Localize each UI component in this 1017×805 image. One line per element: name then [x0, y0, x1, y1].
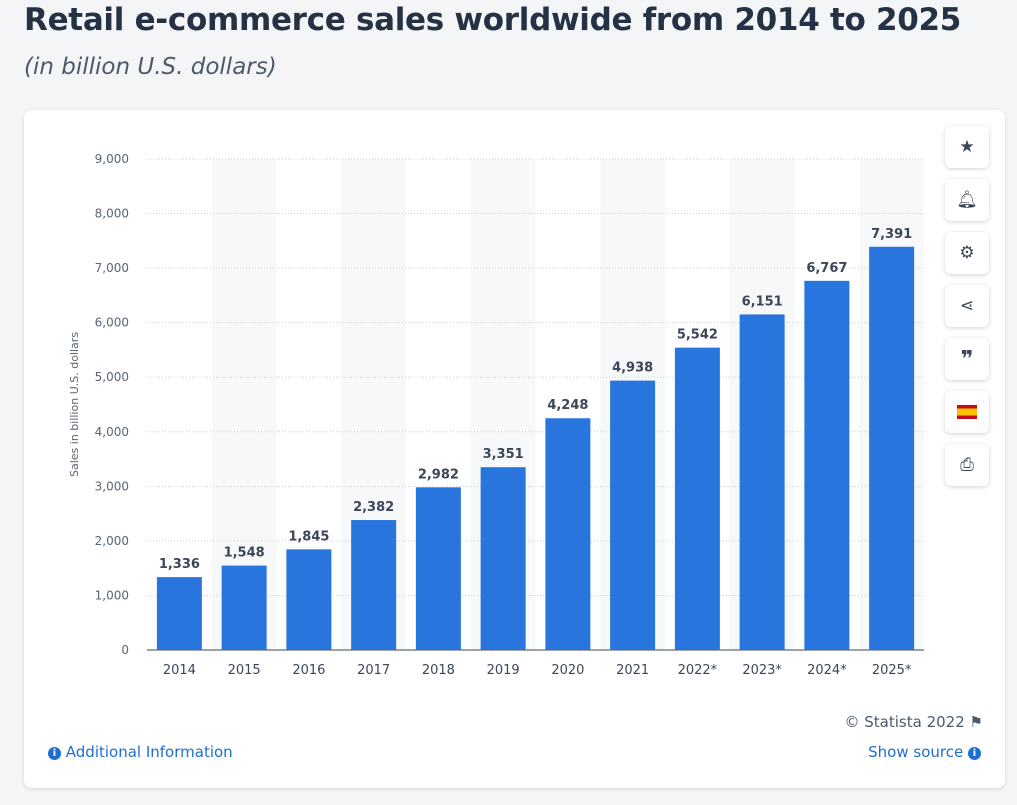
x-tick-label: 2018: [422, 663, 455, 678]
data-label: 2,982: [418, 467, 459, 482]
y-tick-label: 2,000: [95, 534, 129, 548]
bar-2022*: [674, 347, 720, 650]
quote-icon[interactable]: ❞: [945, 338, 989, 380]
gear-icon[interactable]: ⚙: [945, 232, 989, 274]
x-tick-label: 2017: [357, 663, 390, 678]
bar-2019: [480, 467, 526, 650]
x-tick-label: 2019: [487, 663, 520, 678]
bar-chart: 0 1,000 2,000 3,000 4,000 5,000 6,000 7,000 8,00…: [68, 152, 924, 678]
y-tick-label: 4,000: [95, 425, 129, 439]
credit-text: © Statista 2022: [844, 713, 965, 731]
copyright[interactable]: © Statista 2022 ⚑: [845, 713, 983, 731]
x-tick-label: 2022*: [678, 663, 718, 678]
data-label: 1,336: [159, 557, 200, 572]
y-tick-label: 8,000: [95, 207, 129, 221]
y-tick-label: 1,000: [95, 588, 129, 602]
info-icon: i: [48, 747, 61, 760]
y-tick-label: 9,000: [95, 152, 129, 166]
x-tick-label: 2015: [228, 663, 261, 678]
x-tick-label: 2021: [616, 663, 649, 678]
bar-2018: [415, 487, 461, 650]
show-source-link[interactable]: Show source i: [868, 743, 981, 761]
x-tick-label: 2020: [551, 663, 584, 678]
bar-2016: [286, 549, 332, 650]
y-tick-label: 7,000: [95, 261, 129, 275]
bar-2017: [351, 520, 397, 650]
data-label: 7,391: [871, 227, 912, 242]
x-tick-label: 2016: [292, 663, 325, 678]
x-tick-label: 2014: [163, 663, 196, 678]
page-title: Retail e-commerce sales worldwide from 2…: [24, 2, 962, 38]
share-icon[interactable]: ⋖: [945, 285, 989, 327]
chart-card: 0 1,000 2,000 3,000 4,000 5,000 6,000 7,000 8,00…: [24, 110, 1005, 788]
data-label: 3,351: [483, 447, 524, 462]
show-source-label: Show source: [868, 743, 964, 761]
bar-2024*: [804, 280, 850, 650]
data-label: 4,248: [547, 398, 588, 413]
additional-info-label: Additional Information: [65, 743, 233, 761]
additional-info-link[interactable]: i Additional Information: [48, 743, 233, 761]
bar-2025*: [869, 246, 915, 650]
bar-2015: [221, 565, 267, 650]
data-label: 5,542: [677, 328, 718, 343]
data-label: 2,382: [353, 500, 394, 515]
bar-2023*: [739, 314, 785, 650]
spain-flag-icon[interactable]: [945, 391, 989, 433]
star-icon[interactable]: ★: [945, 126, 989, 168]
data-label: 4,938: [612, 361, 653, 376]
y-tick-label: 0: [121, 643, 129, 657]
y-tick-label: 5,000: [95, 370, 129, 384]
bell-icon[interactable]: 🔔︎: [945, 179, 989, 221]
y-tick-label: 6,000: [95, 316, 129, 330]
x-tick-label: 2024*: [807, 663, 847, 678]
data-label: 6,151: [742, 294, 783, 309]
x-tick-label: 2025*: [872, 663, 912, 678]
bar-2014: [156, 577, 202, 650]
y-tick-label: 3,000: [95, 479, 129, 493]
y-axis-label: Sales in billion U.S. dollars: [68, 332, 81, 477]
data-label: 1,548: [224, 546, 265, 561]
bar-2021: [610, 380, 656, 650]
toolbar: ★ 🔔︎ ⚙ ⋖ ❞ ⎙: [945, 126, 991, 497]
flag-icon[interactable]: ⚑: [969, 713, 983, 731]
data-label: 6,767: [806, 261, 847, 276]
x-tick-label: 2023*: [742, 663, 782, 678]
info-icon: i: [968, 747, 981, 760]
page-subtitle: (in billion U.S. dollars): [24, 54, 277, 80]
bar-2020: [545, 418, 591, 650]
data-label: 1,845: [288, 529, 329, 544]
print-icon[interactable]: ⎙: [945, 444, 989, 486]
